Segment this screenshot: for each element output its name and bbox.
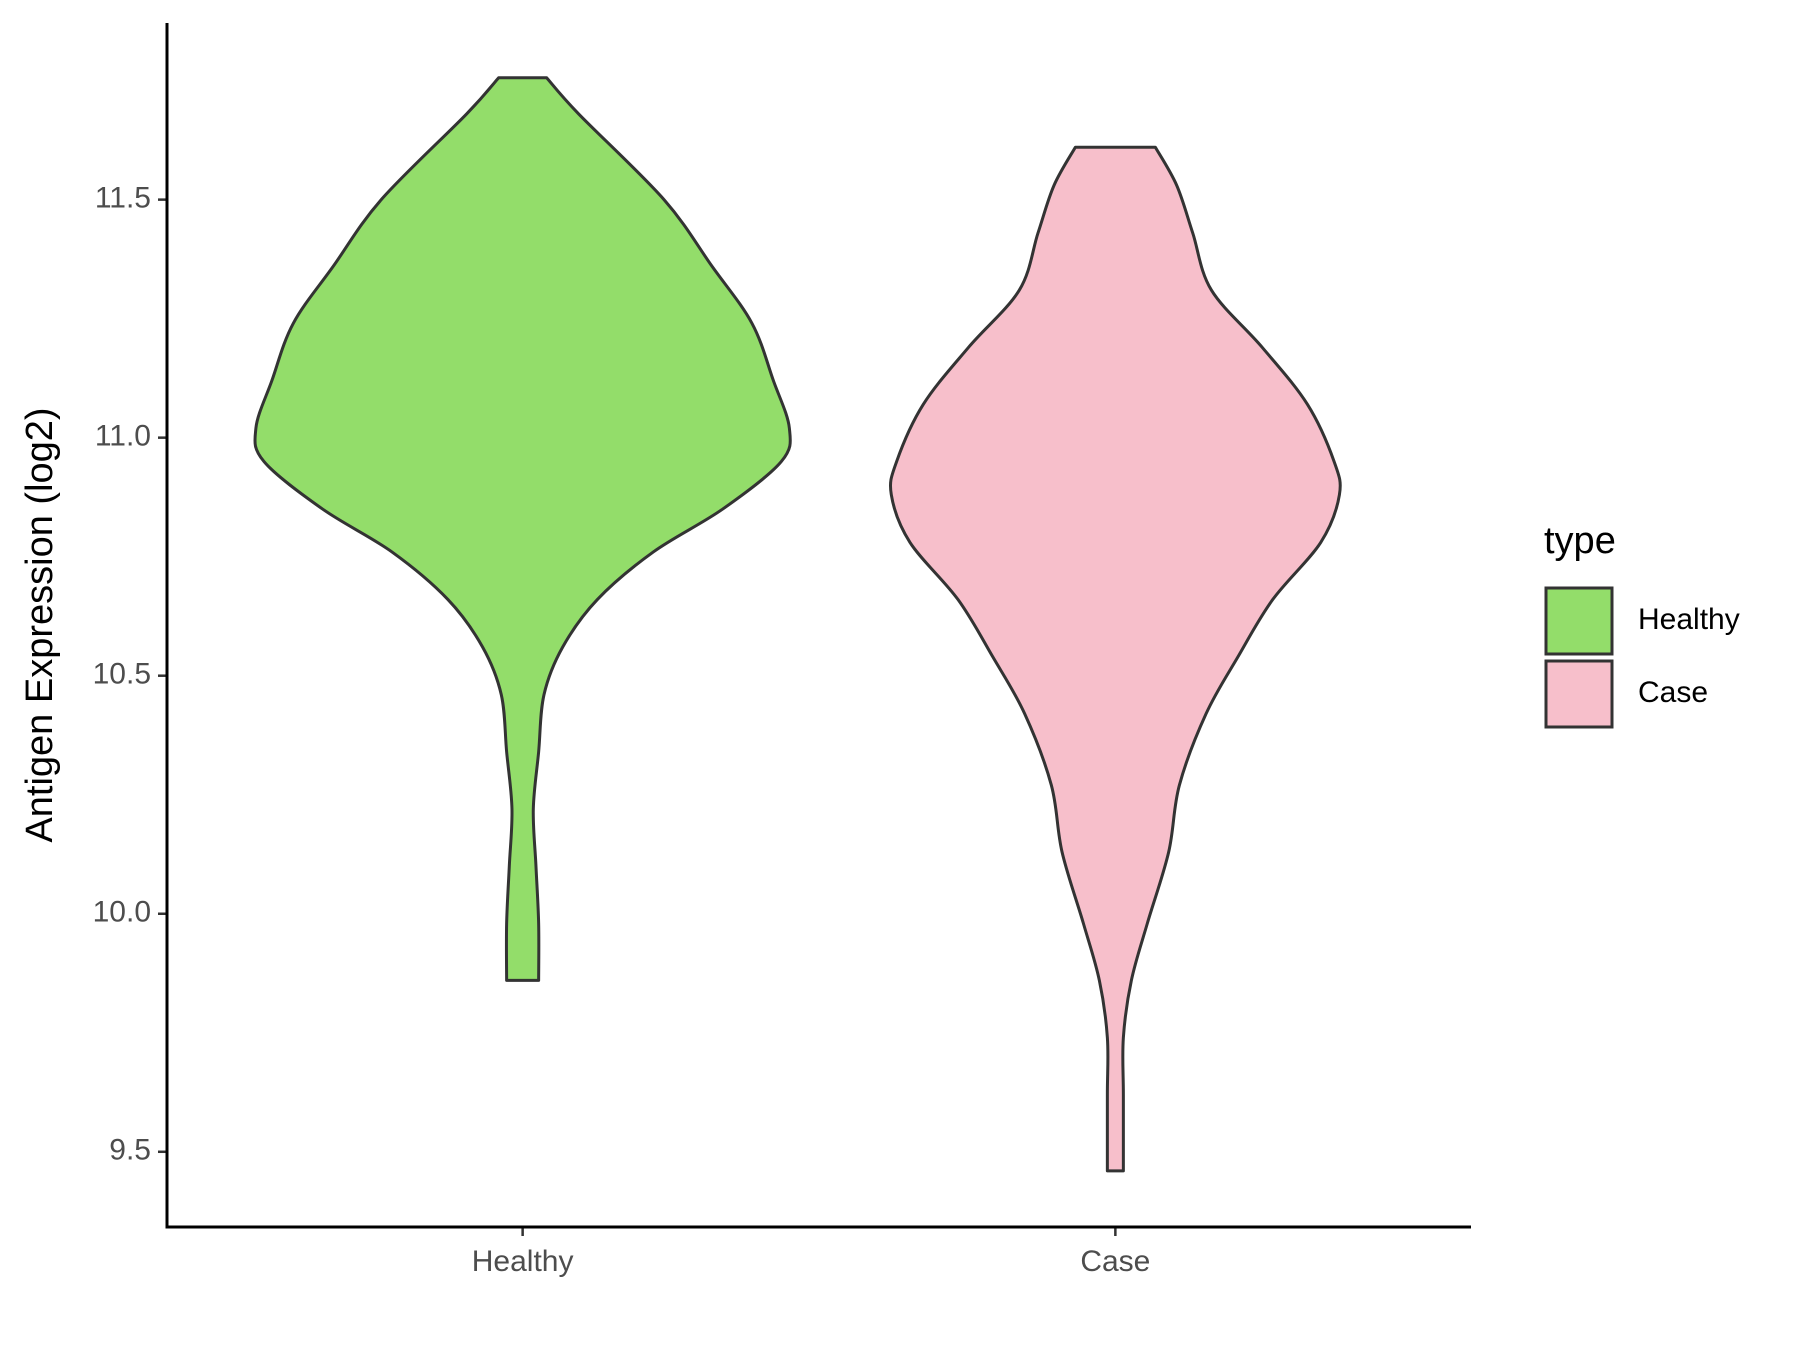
x-tick-label: Case — [1080, 1245, 1150, 1278]
legend-key — [1544, 659, 1614, 729]
legend-title: type — [1544, 520, 1616, 562]
y-tick-label: 9.5 — [109, 1134, 151, 1167]
legend-label: Healthy — [1638, 603, 1740, 636]
y-tick-label: 10.5 — [93, 658, 151, 691]
legend-label: Case — [1638, 676, 1708, 709]
y-tick-label: 11.0 — [95, 420, 151, 453]
x-tick-label: Healthy — [472, 1245, 574, 1278]
violin — [888, 145, 1342, 1173]
y-axis-title: Antigen Expression (log2) — [19, 407, 61, 842]
y-tick-label: 11.5 — [95, 182, 151, 215]
violin — [253, 76, 792, 982]
y-tick-label: 10.0 — [93, 896, 151, 929]
legend-key — [1544, 586, 1614, 656]
